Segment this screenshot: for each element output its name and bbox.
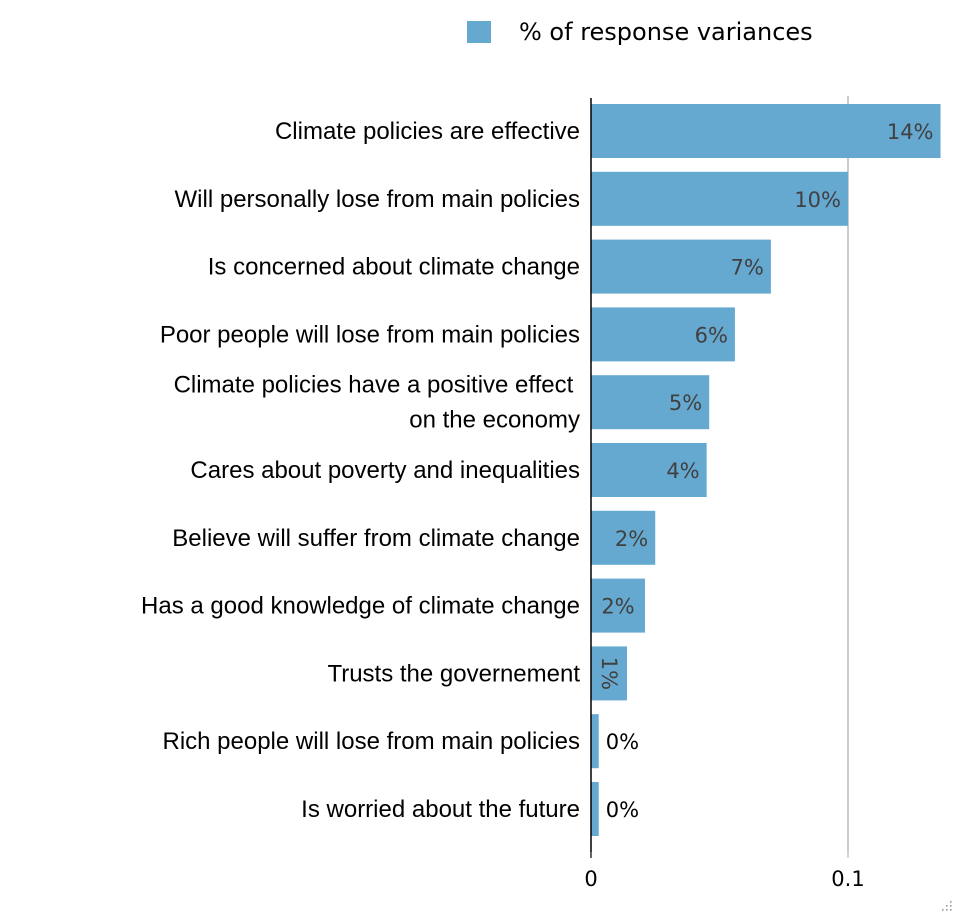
value-label: 0% bbox=[606, 798, 639, 822]
bar bbox=[591, 714, 599, 769]
bar bbox=[591, 375, 710, 430]
value-labels: 14% 10% 7% 6% 5% 4% 2% 2% 1% 0% 0% bbox=[597, 120, 934, 822]
category-label: Rich people will lose from main policies bbox=[162, 728, 580, 755]
value-label: 0% bbox=[606, 730, 639, 754]
category-label: Trusts the governement bbox=[327, 660, 580, 687]
category-label: Has a good knowledge of climate change bbox=[141, 593, 580, 620]
bar bbox=[591, 510, 656, 565]
category-label: Is concerned about climate change bbox=[208, 254, 580, 281]
tick-label: 0.1 bbox=[831, 867, 864, 891]
bar bbox=[591, 646, 627, 701]
category-labels: Climate policies are effective Will perso… bbox=[141, 118, 580, 823]
bar bbox=[591, 443, 707, 497]
resize-grip-icon bbox=[942, 901, 952, 911]
value-label: 10% bbox=[794, 188, 841, 212]
category-label: Will personally lose from main policies bbox=[175, 186, 580, 213]
bar bbox=[591, 239, 771, 294]
bars bbox=[591, 104, 941, 836]
value-label: 14% bbox=[887, 120, 934, 144]
legend: % of response variances bbox=[467, 18, 813, 46]
category-label: Climate policies are effective bbox=[275, 118, 580, 145]
category-label: Believe will suffer from climate change bbox=[172, 525, 580, 552]
value-label: 7% bbox=[731, 256, 764, 280]
value-label: 6% bbox=[695, 323, 728, 347]
bar bbox=[591, 578, 645, 633]
category-label: Climate policies have a positive effect … bbox=[174, 372, 580, 434]
legend-swatch bbox=[467, 21, 491, 43]
category-label: Poor people will lose from main policies bbox=[160, 321, 580, 348]
bar bbox=[591, 307, 735, 362]
bar bbox=[591, 171, 848, 226]
value-label: 5% bbox=[669, 391, 702, 415]
legend-label: % of response variances bbox=[519, 18, 813, 46]
bar bbox=[591, 104, 941, 158]
category-label: Is worried about the future bbox=[301, 796, 580, 823]
value-label: 2% bbox=[601, 595, 634, 619]
x-axis-ticks: 0 0.1 bbox=[584, 852, 865, 891]
value-label: 1% bbox=[597, 657, 621, 690]
value-label: 2% bbox=[615, 527, 648, 551]
tick-label: 0 bbox=[584, 867, 597, 891]
value-label: 4% bbox=[666, 459, 699, 483]
bar bbox=[591, 782, 599, 836]
category-label: Cares about poverty and inequalities bbox=[190, 457, 580, 484]
